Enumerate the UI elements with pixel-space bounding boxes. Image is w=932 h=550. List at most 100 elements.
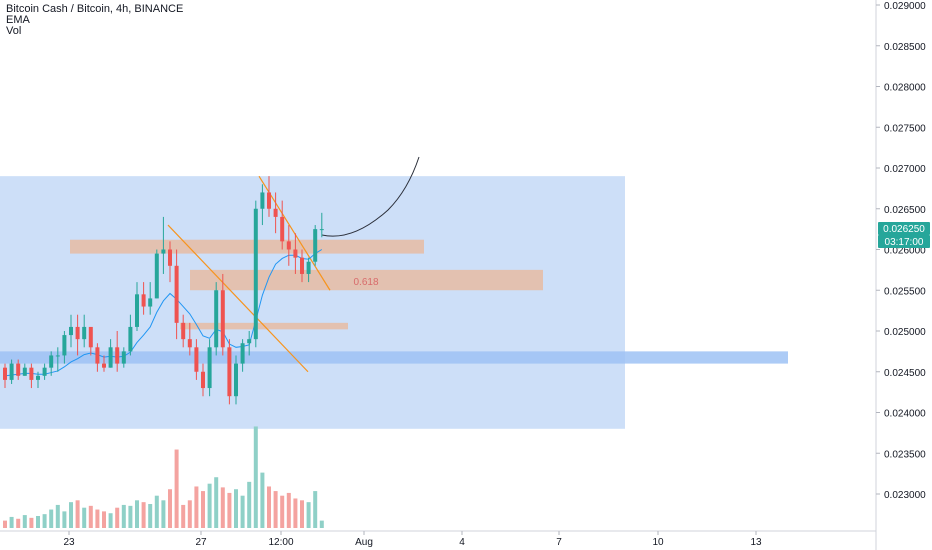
volume-bar (253, 426, 258, 528)
price-tick-label: 0.024000 (884, 409, 926, 420)
candle-body (319, 229, 324, 231)
volume-bar (69, 502, 73, 528)
volume-bar (3, 520, 7, 528)
volume-bar (174, 449, 179, 528)
time-tick-label: Aug (355, 537, 373, 548)
volume-bar (55, 504, 60, 528)
volume-bar (267, 486, 271, 528)
volume-bar (214, 477, 219, 528)
volume-bar (234, 489, 238, 528)
volume-bar (95, 509, 100, 528)
candle-body (313, 229, 318, 262)
price-tick-label: 0.023500 (884, 449, 926, 460)
volume-bar (227, 492, 232, 528)
volume-bar (115, 507, 120, 528)
candle-body (286, 241, 291, 250)
candle-body (82, 326, 87, 340)
volume-bar (319, 520, 324, 528)
volume-bar (148, 504, 153, 528)
price-tick-label: 0.024500 (884, 368, 926, 379)
candle-body (201, 371, 205, 389)
last-price-badge-bg (878, 222, 930, 235)
volume-bar (306, 502, 311, 528)
candle-body (214, 290, 219, 348)
candle-body (267, 192, 271, 209)
candle-body (293, 249, 298, 258)
price-tick-label: 0.025000 (884, 327, 926, 338)
candle-body (36, 375, 40, 380)
volume-bar (313, 491, 318, 528)
time-tick-label: 7 (556, 537, 562, 548)
candle-body (135, 294, 139, 327)
time-tick-label: 27 (195, 537, 207, 548)
price-tick-label: 0.027500 (884, 123, 926, 134)
zone-fib-618 (190, 269, 543, 291)
volume-bar (108, 513, 113, 528)
candle-body (168, 249, 172, 266)
indicator-vol[interactable]: Vol (6, 25, 22, 37)
volume-bar (16, 518, 21, 528)
time-tick-label: 4 (459, 537, 465, 548)
candle-body (115, 347, 120, 364)
candle-body (220, 290, 225, 348)
candle-body (141, 294, 146, 307)
candle-body (207, 347, 212, 389)
candle-body (49, 355, 54, 368)
time-tick-label: 12:00 (268, 537, 293, 548)
volume-bar (135, 500, 139, 528)
volume-bar (168, 489, 172, 528)
countdown-value: 03:17:00 (885, 237, 924, 248)
volume-bar (273, 491, 278, 528)
zones (0, 176, 788, 429)
price-tick-label: 0.029000 (884, 1, 926, 12)
fib-label: 0.618 (353, 277, 378, 288)
volume-bar (121, 504, 126, 528)
candle-body (88, 326, 93, 348)
time-axis[interactable]: 23 27 12:00 Aug 4 7 10 13 (63, 531, 762, 548)
candle-body (29, 367, 34, 380)
price-tick-label: 0.028000 (884, 83, 926, 94)
volume-bar (75, 500, 80, 528)
price-axis[interactable]: 0.029000 0.028500 0.028000 0.027500 0.027000… (876, 1, 926, 501)
volume-bar (88, 505, 93, 528)
time-tick-label: 23 (63, 537, 75, 548)
candle-body (148, 298, 153, 307)
candle-body (75, 326, 80, 340)
candle-body (234, 363, 238, 397)
volume-bar (36, 516, 40, 528)
candle-body (62, 335, 67, 356)
volume-bar (240, 495, 245, 528)
candle-layer (3, 176, 324, 405)
candle-body (69, 326, 73, 336)
candle-body (42, 367, 47, 376)
candle-body (181, 322, 186, 340)
candle-body (260, 192, 265, 209)
volume-bar (62, 511, 67, 528)
candle-body (194, 347, 199, 372)
volume-bar (42, 514, 47, 528)
volume-bar (181, 504, 186, 528)
volume-bar (82, 507, 87, 528)
candle-body (121, 351, 126, 364)
volume-bar (141, 502, 146, 528)
candle-body (187, 339, 192, 348)
volume-layer (3, 426, 324, 528)
candle-body (22, 367, 27, 376)
price-tick-label: 0.023000 (884, 490, 926, 501)
time-tick-label: 13 (750, 537, 762, 548)
volume-bar (49, 509, 54, 528)
candle-body (247, 339, 252, 344)
volume-bar (22, 515, 27, 528)
symbol-title[interactable]: Bitcoin Cash / Bitcoin, 4h, BINANCE (6, 3, 184, 15)
candle-body (55, 355, 60, 357)
candle-body (253, 208, 258, 340)
indicator-ema[interactable]: EMA (6, 14, 30, 26)
candle-body (154, 253, 159, 299)
countdown-badge-bg (878, 235, 930, 248)
projection-curve (321, 156, 420, 237)
price-tick-label: 0.026000 (884, 246, 926, 257)
volume-bar (280, 495, 285, 528)
candle-body (108, 347, 113, 368)
